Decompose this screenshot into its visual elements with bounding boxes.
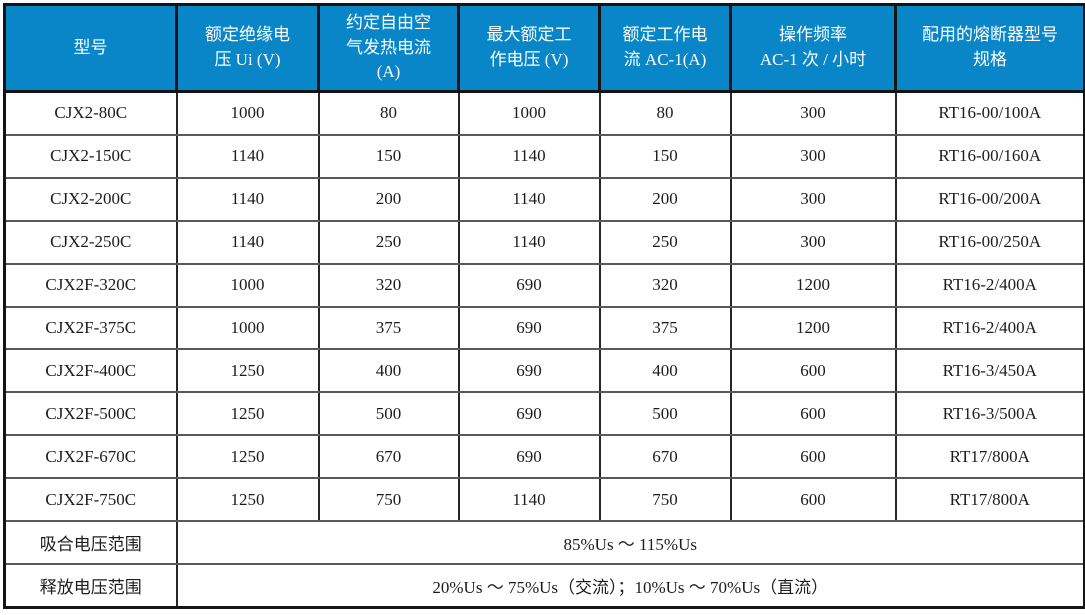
cell-frequency: 300	[729, 219, 897, 265]
cell-ie: 400	[598, 348, 732, 394]
table-row: CJX2F-375C 1000 375 690 375 1200 RT16-2/…	[3, 305, 1085, 351]
cell-frequency: 300	[729, 133, 897, 179]
cell-ie: 80	[598, 90, 732, 136]
cell-ui: 1140	[175, 176, 320, 222]
cell-fuse: RT16-2/400A	[894, 262, 1085, 308]
cell-ith: 400	[317, 348, 460, 394]
column-header-model: 型号	[3, 3, 178, 93]
cell-model: CJX2-150C	[3, 133, 178, 179]
column-header-max-rated-working-voltage: 最大额定工 作电压 (V)	[457, 3, 601, 93]
cell-ui: 1000	[175, 262, 320, 308]
cell-model: CJX2F-670C	[3, 434, 178, 480]
cell-ue: 690	[457, 391, 601, 437]
cell-ith: 80	[317, 90, 460, 136]
cell-model: CJX2F-320C	[3, 262, 178, 308]
cell-model: CJX2-200C	[3, 176, 178, 222]
cell-ui: 1250	[175, 434, 320, 480]
cell-ith: 200	[317, 176, 460, 222]
cell-fuse: RT16-00/200A	[894, 176, 1085, 222]
cell-ith: 750	[317, 477, 460, 523]
cell-ith: 250	[317, 219, 460, 265]
footer-row-pickup-voltage-range: 吸合电压范围 85%Us ～ 115%Us	[3, 520, 1085, 565]
cell-frequency: 1200	[729, 305, 897, 351]
cell-fuse: RT16-2/400A	[894, 305, 1085, 351]
cell-frequency: 600	[729, 348, 897, 394]
cell-ith: 320	[317, 262, 460, 308]
cell-fuse: RT16-00/250A	[894, 219, 1085, 265]
cell-ui: 1140	[175, 219, 320, 265]
column-header-fuse-spec: 配用的熔断器型号 规格	[894, 3, 1085, 93]
cell-ie: 320	[598, 262, 732, 308]
cell-ui: 1000	[175, 305, 320, 351]
cell-ie: 670	[598, 434, 732, 480]
cell-ue: 1140	[457, 133, 601, 179]
cell-model: CJX2-250C	[3, 219, 178, 265]
cell-ue: 1140	[457, 219, 601, 265]
cell-fuse: RT17/800A	[894, 477, 1085, 523]
column-header-free-air-thermal-current: 约定自由空 气发热电流 (A)	[317, 3, 460, 93]
cell-fuse: RT16-3/500A	[894, 391, 1085, 437]
table-row: CJX2F-400C 1250 400 690 400 600 RT16-3/4…	[3, 348, 1085, 394]
header-row: 型号 额定绝缘电 压 Ui (V) 约定自由空 气发热电流 (A) 最大额定工 …	[3, 3, 1085, 93]
cell-fuse: RT16-3/450A	[894, 348, 1085, 394]
cell-model: CJX2F-500C	[3, 391, 178, 437]
table-row: CJX2F-750C 1250 750 1140 750 600 RT17/80…	[3, 477, 1085, 523]
cell-ie: 150	[598, 133, 732, 179]
cell-fuse: RT16-00/160A	[894, 133, 1085, 179]
cell-ith: 670	[317, 434, 460, 480]
cell-ith: 500	[317, 391, 460, 437]
cell-ui: 1000	[175, 90, 320, 136]
cell-ui: 1250	[175, 391, 320, 437]
cell-ui: 1250	[175, 348, 320, 394]
cell-frequency: 600	[729, 434, 897, 480]
cell-ue: 690	[457, 434, 601, 480]
cell-ue: 690	[457, 348, 601, 394]
cell-model: CJX2F-400C	[3, 348, 178, 394]
footer-label-pickup-voltage: 吸合电压范围	[3, 520, 178, 565]
footer-label-release-voltage: 释放电压范围	[3, 562, 178, 609]
cell-model: CJX2-80C	[3, 90, 178, 136]
cell-ie: 750	[598, 477, 732, 523]
cell-frequency: 600	[729, 477, 897, 523]
table-row: CJX2-80C 1000 80 1000 80 300 RT16-00/100…	[3, 90, 1085, 136]
footer-value-pickup-voltage: 85%Us ～ 115%Us	[175, 520, 1085, 565]
contactor-spec-table: 型号 额定绝缘电 压 Ui (V) 约定自由空 气发热电流 (A) 最大额定工 …	[3, 3, 1085, 609]
cell-frequency: 300	[729, 176, 897, 222]
cell-ui: 1250	[175, 477, 320, 523]
cell-model: CJX2F-750C	[3, 477, 178, 523]
cell-ue: 1140	[457, 477, 601, 523]
cell-ie: 375	[598, 305, 732, 351]
column-header-rated-working-current: 额定工作电 流 AC-1(A)	[598, 3, 732, 93]
cell-frequency: 1200	[729, 262, 897, 308]
cell-ie: 200	[598, 176, 732, 222]
cell-model: CJX2F-375C	[3, 305, 178, 351]
cell-ue: 1000	[457, 90, 601, 136]
cell-fuse: RT17/800A	[894, 434, 1085, 480]
cell-ith: 375	[317, 305, 460, 351]
cell-ue: 690	[457, 305, 601, 351]
cell-ie: 500	[598, 391, 732, 437]
table-row: CJX2-200C 1140 200 1140 200 300 RT16-00/…	[3, 176, 1085, 222]
table-row: CJX2-250C 1140 250 1140 250 300 RT16-00/…	[3, 219, 1085, 265]
table-row: CJX2F-670C 1250 670 690 670 600 RT17/800…	[3, 434, 1085, 480]
table-row: CJX2F-320C 1000 320 690 320 1200 RT16-2/…	[3, 262, 1085, 308]
cell-fuse: RT16-00/100A	[894, 90, 1085, 136]
cell-ith: 150	[317, 133, 460, 179]
column-header-operating-frequency: 操作频率 AC-1 次 / 小时	[729, 3, 897, 93]
cell-ue: 690	[457, 262, 601, 308]
table-row: CJX2-150C 1140 150 1140 150 300 RT16-00/…	[3, 133, 1085, 179]
table-row: CJX2F-500C 1250 500 690 500 600 RT16-3/5…	[3, 391, 1085, 437]
cell-frequency: 300	[729, 90, 897, 136]
cell-ui: 1140	[175, 133, 320, 179]
column-header-rated-insulation-voltage: 额定绝缘电 压 Ui (V)	[175, 3, 320, 93]
cell-ie: 250	[598, 219, 732, 265]
footer-row-release-voltage-range: 释放电压范围 20%Us ～ 75%Us（交流）；10%Us ～ 70%Us（直…	[3, 562, 1085, 609]
footer-value-release-voltage: 20%Us ～ 75%Us（交流）；10%Us ～ 70%Us（直流）	[175, 562, 1085, 609]
cell-frequency: 600	[729, 391, 897, 437]
cell-ue: 1140	[457, 176, 601, 222]
